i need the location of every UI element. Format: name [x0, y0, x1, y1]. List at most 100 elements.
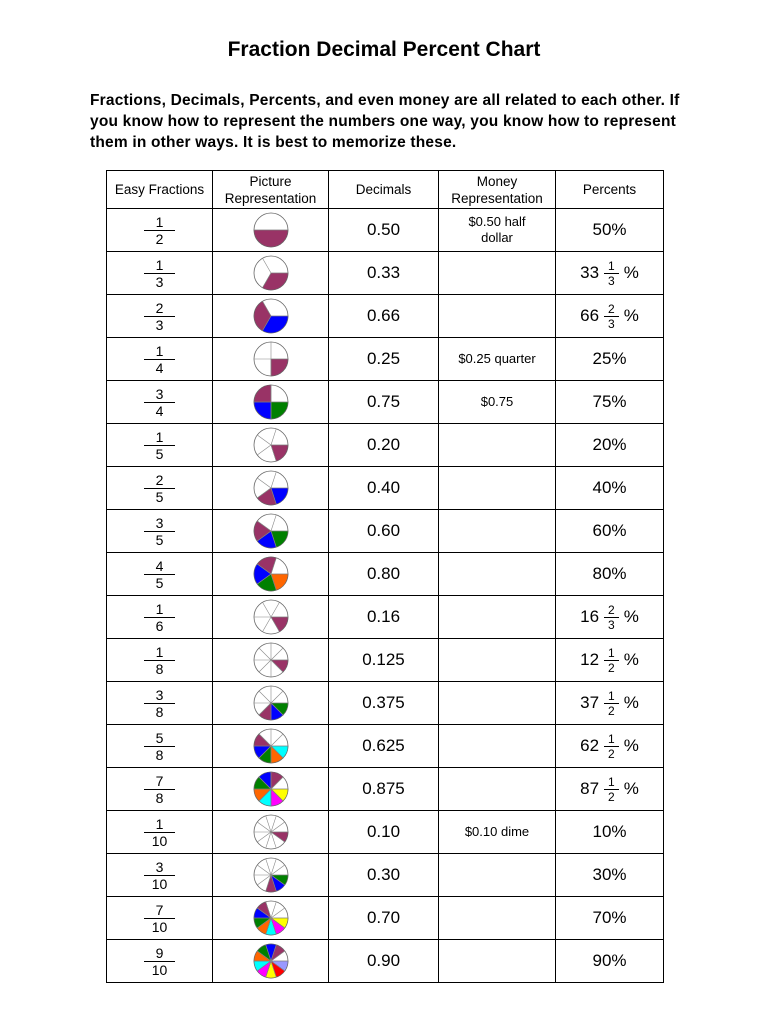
percent-whole: 87: [580, 779, 600, 798]
table-row: 7 10 0.70 70%: [106, 896, 664, 940]
chart-table: Easy Fractions Picture Representation Deci…: [106, 170, 664, 983]
numerator: 2: [143, 472, 176, 489]
slice-divider: [270, 821, 285, 833]
money-cell: [438, 681, 556, 725]
percent-cell: 66 2 3%: [555, 294, 664, 338]
percent-whole: 37: [580, 693, 600, 712]
picture-cell: [212, 681, 329, 725]
pie: [253, 255, 288, 291]
numerator: 1: [143, 429, 176, 446]
decimal: 0.50: [328, 208, 439, 252]
percent: 25%: [592, 349, 627, 368]
table-row: 1 5 0.20 20%: [106, 423, 664, 467]
table-row: 1 3 0.33 33 1 3%: [106, 251, 664, 295]
slice-divider: [270, 487, 277, 505]
picture-cell: [212, 337, 329, 381]
slice-divider: [264, 831, 271, 849]
picture-cell: [212, 466, 329, 510]
pie-slice: [270, 401, 288, 420]
money-cell: [438, 724, 556, 768]
percent-cell: 60%: [555, 509, 664, 553]
pie: [253, 685, 288, 721]
percent: 60%: [592, 521, 627, 540]
money: $0.10 dime: [464, 824, 530, 839]
table-row: 1 6 0.16 16 2 3%: [106, 595, 664, 639]
slice-divider: [270, 616, 280, 632]
percent: 90%: [592, 951, 627, 970]
money-cell: [438, 896, 556, 940]
slice-divider: [261, 258, 271, 274]
slice-divider: [270, 733, 283, 747]
decimal: 0.60: [328, 509, 439, 553]
denominator: 3: [608, 316, 615, 331]
denominator: 3: [155, 316, 164, 333]
fraction: 3 10: [143, 859, 176, 892]
money-cell: [438, 767, 556, 811]
slice-divider: [270, 917, 285, 929]
slice-divider: [264, 901, 271, 919]
slice-divider: [256, 573, 271, 585]
table-row: 4 5 0.80 80%: [106, 552, 664, 596]
denominator: 8: [155, 789, 164, 806]
table-row: 9 10 0.90 90%: [106, 939, 664, 983]
slice-divider: [270, 702, 283, 716]
pie: [253, 728, 288, 764]
denominator: 2: [155, 230, 164, 247]
percent: 37 1 2%: [580, 689, 639, 718]
table-row: 1 4 0.25 $0.25 quarter 25%: [106, 337, 664, 381]
slice-divider: [256, 874, 271, 886]
table-row: 5 8 0.625 62 1 2%: [106, 724, 664, 768]
slice-divider: [256, 563, 271, 575]
picture-cell: [212, 251, 329, 295]
percent-cell: 40%: [555, 466, 664, 510]
percent-cell: 25%: [555, 337, 664, 381]
denominator: 10: [151, 918, 168, 935]
picture-cell: [212, 724, 329, 768]
numerator: 1: [604, 732, 619, 747]
percent-symbol: %: [623, 607, 639, 626]
slice-divider: [258, 647, 271, 661]
slice-divider: [261, 616, 271, 632]
money: $0.25 quarter: [458, 351, 536, 366]
denominator: 4: [155, 359, 164, 376]
numerator: 1: [604, 259, 619, 274]
pie-slice: [270, 358, 288, 377]
pie: [253, 384, 288, 420]
percent-whole: 16: [580, 607, 600, 626]
picture-cell: [212, 509, 329, 553]
picture-cell: [212, 380, 329, 424]
slice-divider: [264, 815, 271, 833]
slice-divider: [256, 530, 271, 542]
numerator: 1: [143, 601, 176, 618]
percent: 20%: [592, 435, 627, 454]
pie: [253, 814, 288, 850]
percent: 50%: [592, 220, 627, 239]
intro: Fractions, Decimals, Percents, and even …: [90, 92, 680, 151]
pie: [253, 470, 288, 506]
fraction-cell: 9 10: [106, 939, 213, 983]
denominator: 5: [155, 574, 164, 591]
slice-divider: [270, 444, 277, 462]
money-cell: [438, 939, 556, 983]
slice-divider: [270, 659, 283, 673]
decimal: 0.16: [328, 595, 439, 639]
denominator: 8: [155, 746, 164, 763]
decimal: 0.375: [328, 681, 439, 725]
numerator: 1: [604, 646, 619, 661]
slice-divider: [256, 917, 271, 929]
money-cell: [438, 552, 556, 596]
slice-divider: [264, 960, 271, 978]
percent: 33 1 3%: [580, 259, 639, 288]
denominator: 10: [151, 875, 168, 892]
percent-cell: 75%: [555, 380, 664, 424]
picture-cell: [212, 423, 329, 467]
slice-divider: [270, 831, 277, 849]
denominator: 10: [151, 832, 168, 849]
